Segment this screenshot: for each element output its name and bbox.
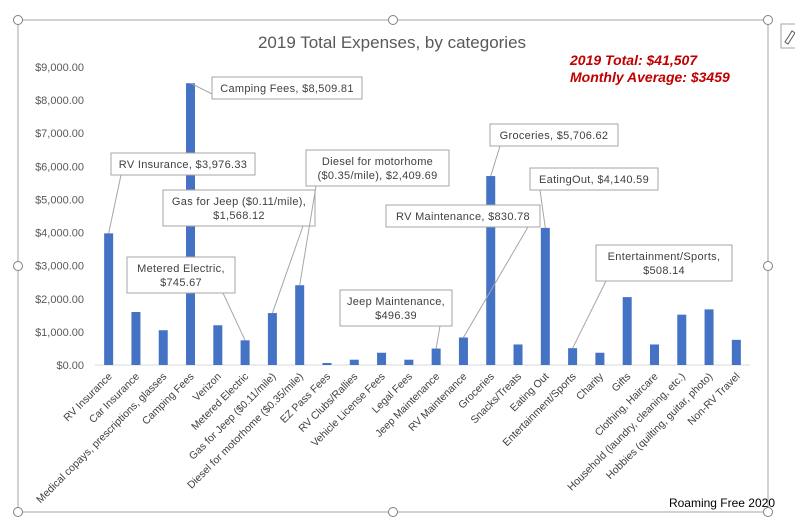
- y-tick-label: $2,000.00: [35, 294, 84, 306]
- callout-label: $496.39: [375, 310, 417, 322]
- callout-label: Entertainment/Sports,: [608, 251, 721, 263]
- callout-box[interactable]: [110, 152, 256, 176]
- callout-label: Metered Electric,: [137, 263, 225, 275]
- bar: [513, 344, 523, 365]
- bar: [704, 309, 714, 365]
- callout-leader-line: [435, 325, 441, 349]
- summary-total: 2019 Total: $41,507: [569, 52, 698, 68]
- callout-label: Jeep Maintenance,: [347, 296, 445, 308]
- bar: [431, 348, 441, 365]
- callout-leader-line: [271, 225, 304, 314]
- callout-label: Groceries, $5,706.62: [500, 130, 609, 142]
- resize-handle-middle-left[interactable]: [13, 261, 23, 271]
- data-callouts: RV Insurance, $3,976.33 Camping Fees, $8,…: [108, 76, 733, 349]
- callout-label: $508.14: [643, 265, 685, 277]
- callout-leader-line: [572, 280, 607, 349]
- bar: [104, 233, 114, 365]
- callout-box[interactable]: [385, 204, 541, 228]
- bar: [568, 348, 578, 365]
- bar: [595, 352, 605, 365]
- y-tick-label: $7,000.00: [35, 128, 84, 140]
- credit-text: Roaming Free 2020: [669, 496, 775, 510]
- y-tick-label: $0.00: [56, 360, 84, 372]
- y-tick-label: $8,000.00: [35, 95, 84, 107]
- callout-box[interactable]: [162, 189, 316, 227]
- resize-handle-top-right[interactable]: [763, 15, 773, 25]
- bar: [131, 312, 141, 365]
- y-axis: $0.00 $1,000.00 $2,000.00 $3,000.00 $4,000.0…: [35, 62, 84, 372]
- callout-label: $745.67: [160, 277, 202, 289]
- x-tick-label: Gifts: [610, 371, 634, 395]
- callout-label: $1,568.12: [213, 210, 265, 222]
- callout-box[interactable]: [305, 149, 450, 187]
- y-tick-label: $9,000.00: [35, 62, 84, 74]
- callout-label: RV Maintenance, $830.78: [396, 211, 530, 223]
- bar: [295, 285, 305, 365]
- callout-box[interactable]: [529, 167, 659, 191]
- bar: [731, 339, 741, 365]
- y-tick-label: $1,000.00: [35, 327, 84, 339]
- callout-leader-line: [222, 292, 246, 341]
- bar: [349, 359, 359, 365]
- bar: [377, 352, 387, 365]
- callout-label: ($0.35/mile), $2,409.69: [317, 170, 437, 182]
- callout-label: Diesel for motorhome: [322, 156, 433, 168]
- resize-handles[interactable]: [13, 15, 773, 517]
- callout-label: Camping Fees, $8,509.81: [220, 83, 353, 95]
- chart-layout-button[interactable]: [780, 23, 795, 49]
- y-tick-label: $5,000.00: [35, 194, 84, 206]
- callout-leader-line: [490, 145, 501, 177]
- callout-box[interactable]: [126, 256, 236, 294]
- bar: [322, 363, 332, 365]
- callout-box[interactable]: [489, 123, 619, 147]
- callout-box[interactable]: [339, 289, 453, 327]
- callout-box[interactable]: [211, 76, 363, 100]
- y-tick-label: $6,000.00: [35, 161, 84, 173]
- bar: [649, 344, 659, 365]
- chart-title: 2019 Total Expenses, by categories: [258, 33, 526, 52]
- callout-label: EatingOut, $4,140.59: [539, 174, 649, 186]
- bar: [267, 313, 277, 365]
- callout-label: RV Insurance, $3,976.33: [119, 159, 247, 171]
- x-tick-label: Charity: [574, 370, 607, 403]
- y-tick-label: $4,000.00: [35, 228, 84, 240]
- resize-handle-top-left[interactable]: [13, 15, 23, 25]
- callout-leader-line: [299, 185, 317, 286]
- resize-handle-bottom-center[interactable]: [388, 507, 398, 517]
- bar: [213, 325, 223, 365]
- summary-monthly-average: Monthly Average: $3459: [570, 69, 730, 85]
- bar: [240, 340, 250, 365]
- brush-icon: [784, 30, 795, 45]
- bar: [622, 297, 632, 365]
- callout-leader-line: [108, 174, 122, 234]
- bar: [158, 330, 168, 365]
- callout-leader-line: [539, 189, 546, 228]
- bar: [486, 176, 496, 365]
- resize-handle-middle-right[interactable]: [763, 261, 773, 271]
- bar: [458, 337, 468, 365]
- callout-box[interactable]: [595, 244, 733, 282]
- bar: [540, 227, 550, 365]
- resize-handle-top-center[interactable]: [388, 15, 398, 25]
- callout-leader-line: [463, 226, 529, 338]
- callout-label: Gas for Jeep ($0.11/mile),: [172, 196, 306, 208]
- bar: [677, 314, 687, 365]
- resize-handle-bottom-right[interactable]: [763, 507, 773, 517]
- resize-handle-bottom-left[interactable]: [13, 507, 23, 517]
- bar: [404, 359, 414, 365]
- y-tick-label: $3,000.00: [35, 261, 84, 273]
